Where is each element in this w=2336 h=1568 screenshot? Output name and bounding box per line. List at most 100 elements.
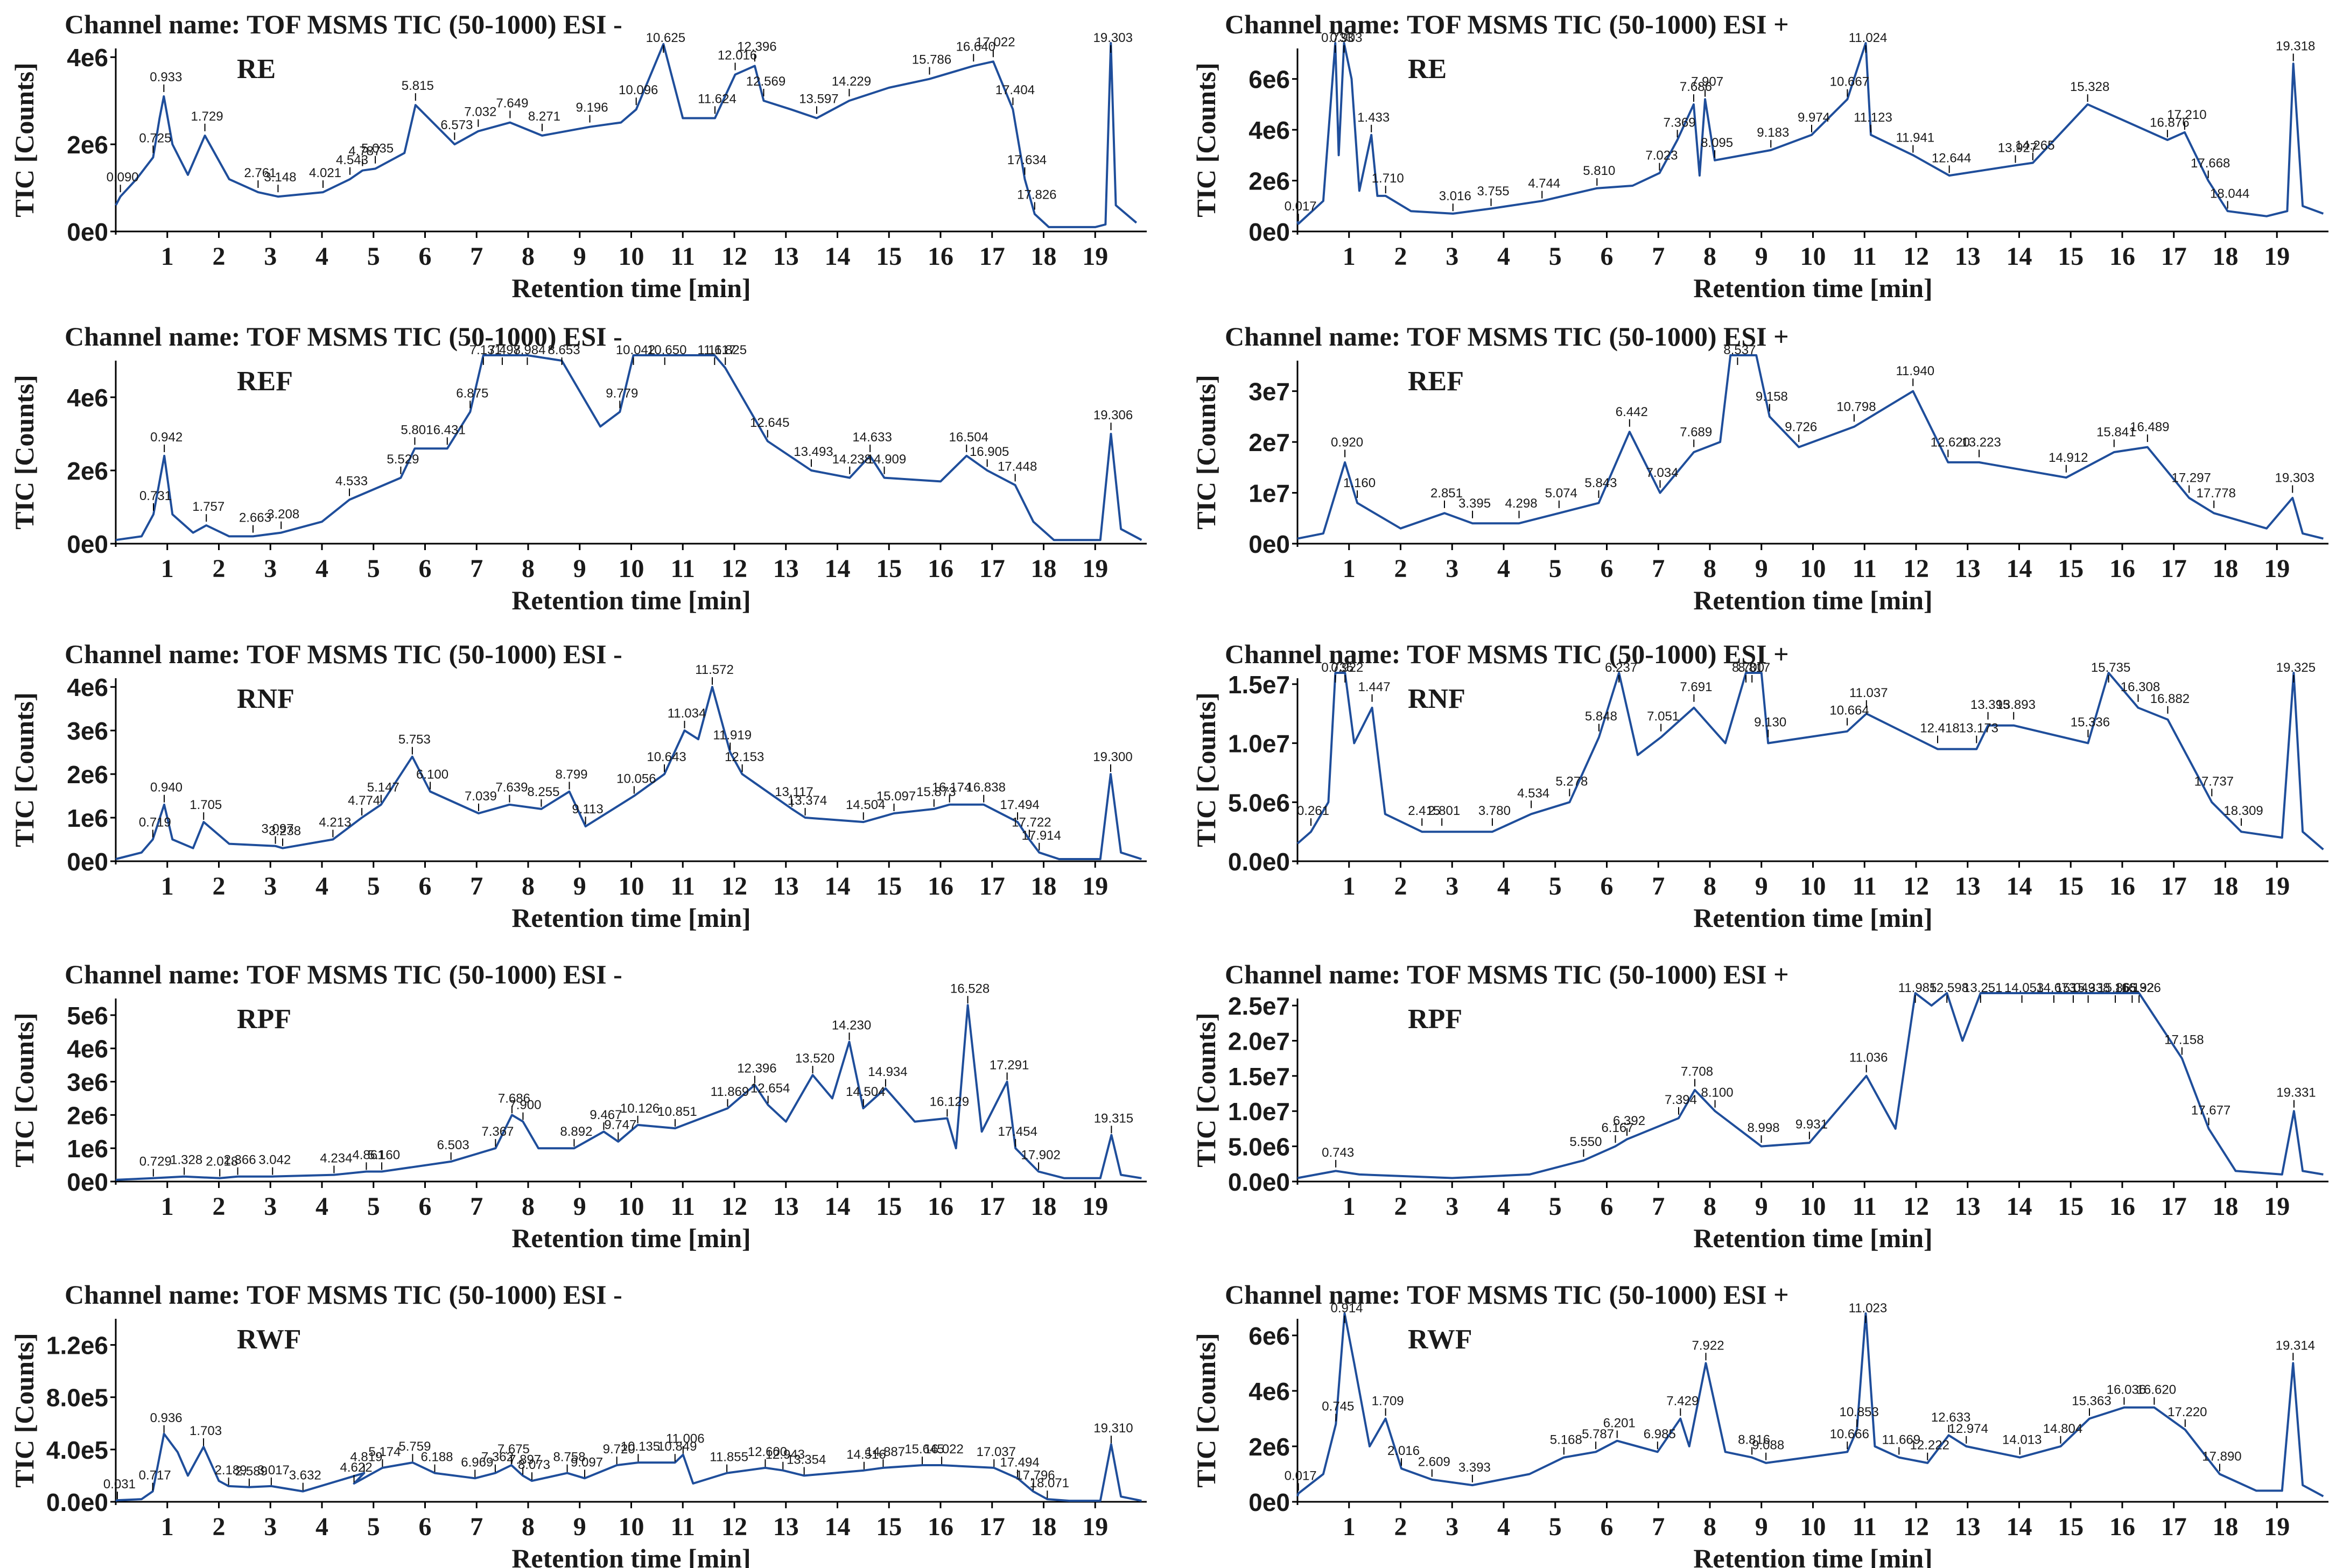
peak-label: 4.021 (309, 166, 341, 180)
y-axis-label: TIC [Counts] (9, 62, 39, 217)
x-tick-label: 8 (1703, 1513, 1716, 1541)
sample-label: RWF (237, 1324, 301, 1355)
x-tick-label: 4 (1497, 242, 1510, 271)
peak-label: 16.640 (956, 39, 995, 54)
x-axis-label: Retention time [min] (511, 585, 750, 615)
peak-label: 17.404 (995, 83, 1035, 97)
peak-label: 3.755 (1477, 184, 1510, 199)
peak-label: 7.907 (1691, 75, 1723, 89)
peak-label: 8.271 (528, 109, 560, 124)
peak-label: 12.644 (1932, 151, 1971, 165)
x-tick-label: 16 (928, 872, 953, 901)
peak-label: 14.887 (866, 1445, 905, 1459)
y-tick-label: 0.0e0 (46, 1488, 108, 1516)
series-line (115, 354, 1142, 542)
peak-label: 6.573 (440, 118, 473, 132)
sample-label: RNF (1408, 684, 1465, 714)
peak-label: 5.810 (1583, 164, 1615, 178)
x-tick-label: 9 (1755, 554, 1768, 583)
peak-label: 7.039 (465, 789, 497, 804)
peak-label: 2.016 (1387, 1444, 1420, 1458)
peak-label: 9.779 (606, 386, 638, 400)
x-tick-label: 8 (522, 242, 535, 271)
peak-label: 15.338 (2071, 981, 2110, 995)
x-tick-label: 6 (1601, 872, 1614, 901)
x-tick-label: 2 (1394, 242, 1407, 271)
peak-label: 1.757 (192, 500, 225, 514)
series-line (1296, 672, 2324, 850)
x-tick-label: 16 (928, 554, 953, 583)
x-tick-label: 10 (1800, 554, 1826, 583)
peak-label: 3.208 (267, 507, 299, 522)
x-tick-label: 13 (773, 872, 799, 901)
x-tick-label: 11 (1853, 1513, 1877, 1541)
peak-label: 7.032 (464, 105, 496, 119)
sample-label: RNF (237, 684, 294, 714)
x-axis-label: Retention time [min] (1693, 1543, 1932, 1568)
x-tick-label: 7 (1652, 1192, 1665, 1221)
peak-label: 2.018 (206, 1155, 238, 1169)
y-tick-label: 2e7 (1248, 428, 1290, 456)
peak-label: 5.160 (368, 1148, 400, 1162)
peak-label: 8.700 (1732, 660, 1764, 675)
y-tick-label: 0.0e0 (1228, 848, 1290, 876)
x-tick-label: 15 (876, 242, 902, 271)
x-tick-label: 18 (2213, 1192, 2239, 1221)
x-tick-label: 1 (1343, 242, 1356, 271)
y-tick-label: 0e0 (67, 1168, 108, 1196)
panel-title: Channel name: TOF MSMS TIC (50-1000) ESI… (1225, 9, 1789, 39)
x-axis-label: Retention time [min] (511, 1223, 750, 1253)
y-tick-label: 6e6 (1248, 1322, 1290, 1350)
x-tick-label: 14 (2007, 554, 2032, 583)
peak-label: 17.902 (1021, 1148, 1060, 1162)
y-tick-label: 0e0 (1248, 218, 1290, 246)
x-tick-label: 4 (315, 1192, 328, 1221)
peak-label: 8.095 (1701, 136, 1733, 150)
peak-label: 4.213 (319, 815, 351, 829)
x-tick-label: 8 (1703, 872, 1716, 901)
x-tick-label: 15 (2058, 872, 2084, 901)
peak-label: 16.308 (2121, 680, 2160, 694)
peak-label: 16.022 (924, 1442, 963, 1457)
x-tick-label: 9 (573, 1192, 586, 1221)
peak-label: 11.855 (710, 1450, 748, 1465)
peak-label: 4.774 (348, 793, 380, 808)
series-line (1297, 992, 2324, 1179)
peak-label: 6.985 (1644, 1427, 1676, 1442)
chart-panel-rwf-esi-neg: Channel name: TOF MSMS TIC (50-1000) ESI… (9, 1279, 1147, 1568)
x-tick-label: 2 (213, 1513, 226, 1541)
peak-label: 14.516 (846, 1447, 886, 1462)
x-tick-label: 3 (264, 1192, 277, 1221)
y-tick-label: 8.0e5 (46, 1384, 108, 1412)
peak-label: 14.053 (2004, 981, 2044, 995)
peak-label: 5.074 (1545, 486, 1577, 501)
x-tick-label: 11 (1853, 1192, 1877, 1221)
x-tick-label: 13 (1955, 242, 1981, 271)
peak-label: 7.369 (1664, 115, 1696, 130)
x-tick-label: 10 (619, 554, 644, 583)
x-tick-label: 3 (1446, 1192, 1458, 1221)
peak-label: 15.865 (2098, 981, 2137, 995)
peak-label: 11.624 (698, 92, 736, 106)
x-tick-label: 19 (1082, 554, 1108, 583)
peak-label: 8.758 (553, 1450, 586, 1465)
x-tick-label: 19 (1082, 872, 1108, 901)
peak-label: 9.726 (1785, 420, 1817, 434)
peak-label: 9.974 (1798, 110, 1830, 125)
peak-label: 16.620 (2137, 1383, 2176, 1397)
peak-label: 9.196 (576, 101, 608, 115)
x-tick-label: 4 (1497, 1192, 1510, 1221)
y-tick-label: 5.0e6 (1228, 789, 1290, 817)
x-tick-label: 9 (573, 554, 586, 583)
peak-label: 4.533 (335, 474, 368, 489)
x-tick-label: 18 (1031, 554, 1057, 583)
peak-label: 7.498 (488, 343, 521, 357)
peak-label: 7.131 (469, 343, 502, 357)
panel-title: Channel name: TOF MSMS TIC (50-1000) ESI… (1225, 1279, 1789, 1310)
peak-label: 11.123 (1854, 110, 1892, 125)
x-tick-label: 9 (1755, 1513, 1768, 1541)
x-tick-label: 18 (1031, 242, 1057, 271)
peak-label: 6.431 (433, 423, 466, 437)
peak-label: 1.709 (1372, 1394, 1404, 1408)
x-tick-label: 4 (1497, 1513, 1510, 1541)
